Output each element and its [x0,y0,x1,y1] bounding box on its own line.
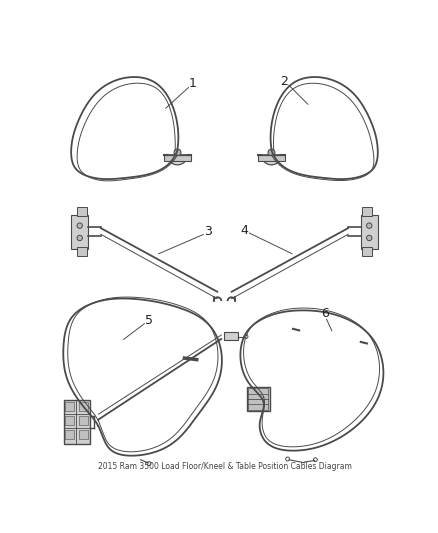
Bar [258,155,285,161]
Text: 2: 2 [281,75,289,88]
Bar [78,207,87,216]
Wedge shape [261,155,282,165]
Bar [79,402,88,411]
Text: 1: 1 [189,77,197,91]
Bar [65,430,74,439]
Circle shape [244,335,248,338]
Bar [361,215,378,249]
Circle shape [77,223,82,228]
Wedge shape [167,155,187,165]
Bar [247,386,270,411]
Bar [362,207,371,216]
Circle shape [286,457,290,461]
Bar [64,400,90,443]
Text: 2015 Ram 3500 Load Floor/Kneel & Table Position Cables Diagram: 2015 Ram 3500 Load Floor/Kneel & Table P… [98,462,351,471]
Circle shape [147,462,151,465]
Text: 6: 6 [321,307,329,320]
Bar [164,155,191,161]
Circle shape [367,235,372,241]
Bar [71,215,88,249]
Text: 4: 4 [240,224,248,237]
Circle shape [314,458,317,462]
Circle shape [367,223,372,228]
Bar [65,416,74,425]
Text: 3: 3 [205,225,212,238]
Bar [79,416,88,425]
Bar [79,430,88,439]
Bar [78,247,87,256]
Circle shape [268,149,275,156]
Circle shape [77,235,82,241]
Bar [362,247,371,256]
Text: 5: 5 [145,314,153,327]
Bar [224,332,237,340]
Bar [248,388,268,410]
Circle shape [174,149,181,156]
Bar [65,402,74,411]
